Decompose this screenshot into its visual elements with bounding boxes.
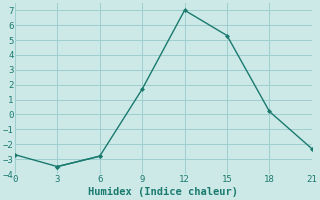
X-axis label: Humidex (Indice chaleur): Humidex (Indice chaleur) — [88, 187, 238, 197]
